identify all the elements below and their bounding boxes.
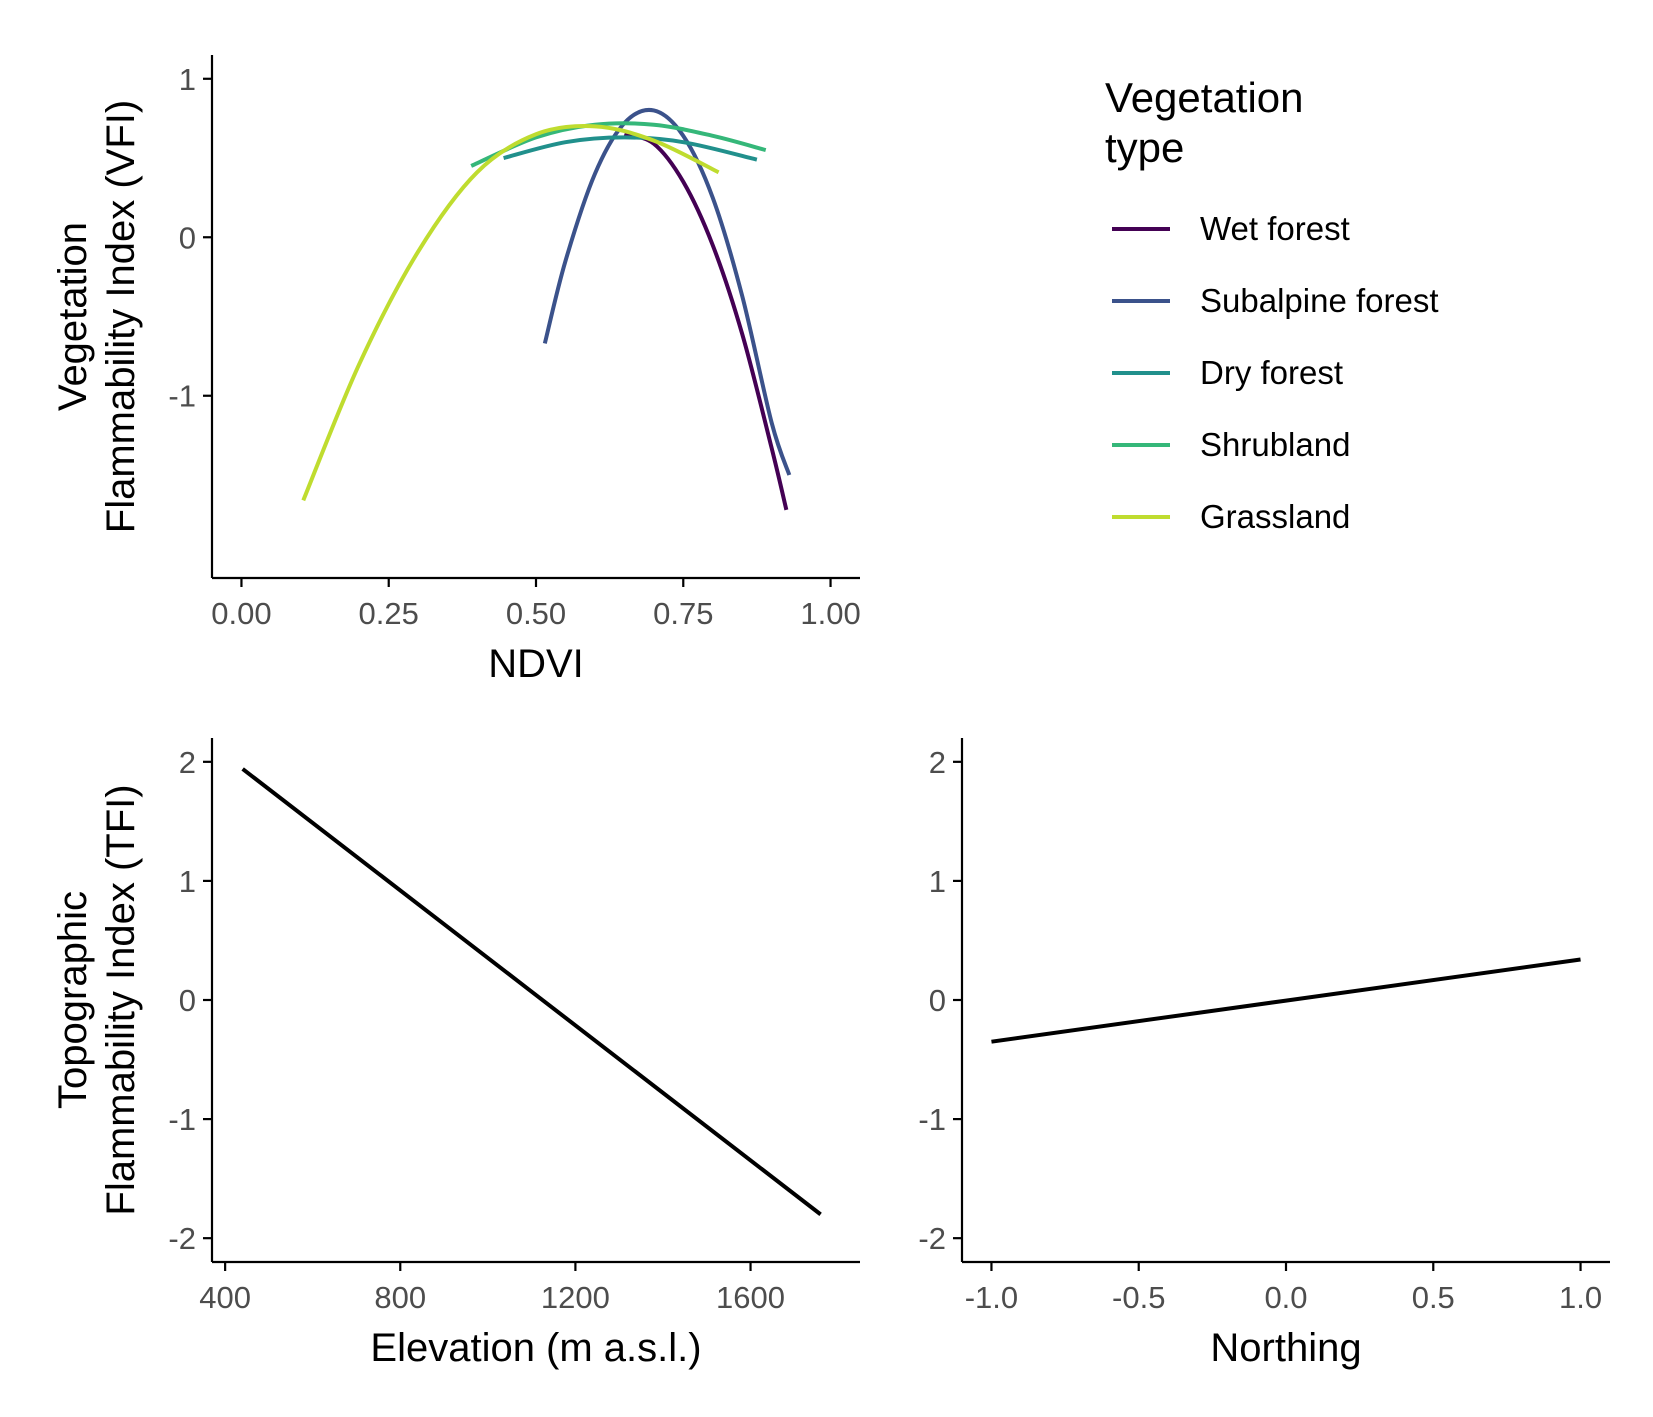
- x-tick-label: 1200: [541, 1280, 610, 1315]
- legend-title-line: type: [1105, 124, 1184, 171]
- series-line-grassland: [301, 124, 720, 502]
- y-tick-label: -1: [168, 1102, 196, 1137]
- y-tick-label: 1: [179, 864, 196, 899]
- x-tick-label: -0.5: [1112, 1280, 1165, 1315]
- y-axis-title-line: Vegetation: [51, 222, 95, 411]
- x-axis-title: Elevation (m a.s.l.): [370, 1326, 701, 1370]
- x-axis-title: Northing: [1210, 1326, 1361, 1370]
- legend: Vegetation type Wet forest Subalpine forest…: [1105, 74, 1439, 535]
- trend-line: [241, 767, 822, 1216]
- legend-label: Grassland: [1200, 498, 1350, 535]
- chart-panel-2: 400 800 1200 1600 2 1 0 -1 -2 Elevation (m a.s.l.…: [51, 738, 860, 1370]
- y-axis-title: Topographic Flammability Index (TFI): [51, 784, 143, 1215]
- y-tick-label: 2: [929, 745, 946, 780]
- y-axis-title-line: Flammability Index (TFI): [99, 784, 143, 1215]
- trend-line: [991, 957, 1581, 1044]
- x-tick-label: 1.0: [1559, 1280, 1602, 1315]
- y-tick-label: -2: [168, 1221, 196, 1256]
- series-line-shrubland: [470, 121, 767, 168]
- x-axis-title: NDVI: [488, 642, 584, 686]
- x-tick-label: 0.0: [1264, 1280, 1307, 1315]
- series-line-dry-forest: [503, 135, 758, 162]
- x-tick-label: 0.75: [653, 596, 713, 631]
- legend-label: Shrubland: [1200, 426, 1350, 463]
- y-tick-label: 0: [179, 220, 196, 255]
- y-axis-title-line: Topographic: [51, 891, 95, 1109]
- x-tick-label: 800: [374, 1280, 426, 1315]
- x-tick-label: 1.00: [800, 596, 860, 631]
- y-tick-label: -1: [168, 379, 196, 414]
- y-tick-label: 1: [179, 62, 196, 97]
- series-line-wet-forest: [623, 132, 789, 511]
- y-tick-label: 1: [929, 864, 946, 899]
- y-tick-label: 0: [179, 983, 196, 1018]
- y-tick-label: -2: [918, 1221, 946, 1256]
- x-tick-label: 400: [199, 1280, 251, 1315]
- y-tick-label: 0: [929, 983, 946, 1018]
- x-tick-label: -1.0: [965, 1280, 1018, 1315]
- x-tick-label: 1600: [716, 1280, 785, 1315]
- legend-label: Subalpine forest: [1200, 282, 1439, 319]
- y-tick-label: -1: [918, 1102, 946, 1137]
- legend-title: Vegetation type: [1105, 74, 1304, 171]
- legend-label: Dry forest: [1200, 354, 1343, 391]
- x-tick-label: 0.25: [359, 596, 419, 631]
- x-tick-label: 0.5: [1412, 1280, 1455, 1315]
- x-tick-label: 0.00: [211, 596, 271, 631]
- x-tick-label: 0.50: [506, 596, 566, 631]
- y-axis-title: Vegetation Flammability Index (VFI): [51, 100, 143, 533]
- series-line-subalpine-forest: [542, 107, 792, 476]
- y-axis-title-line: Flammability Index (VFI): [99, 100, 143, 533]
- legend-title-line: Vegetation: [1105, 74, 1304, 121]
- chart-panel-3: -1.0 -0.5 0.0 0.5 1.0 2 1 0 -1 -2 Northing: [918, 738, 1610, 1370]
- legend-label: Wet forest: [1200, 210, 1350, 247]
- y-tick-label: 2: [179, 745, 196, 780]
